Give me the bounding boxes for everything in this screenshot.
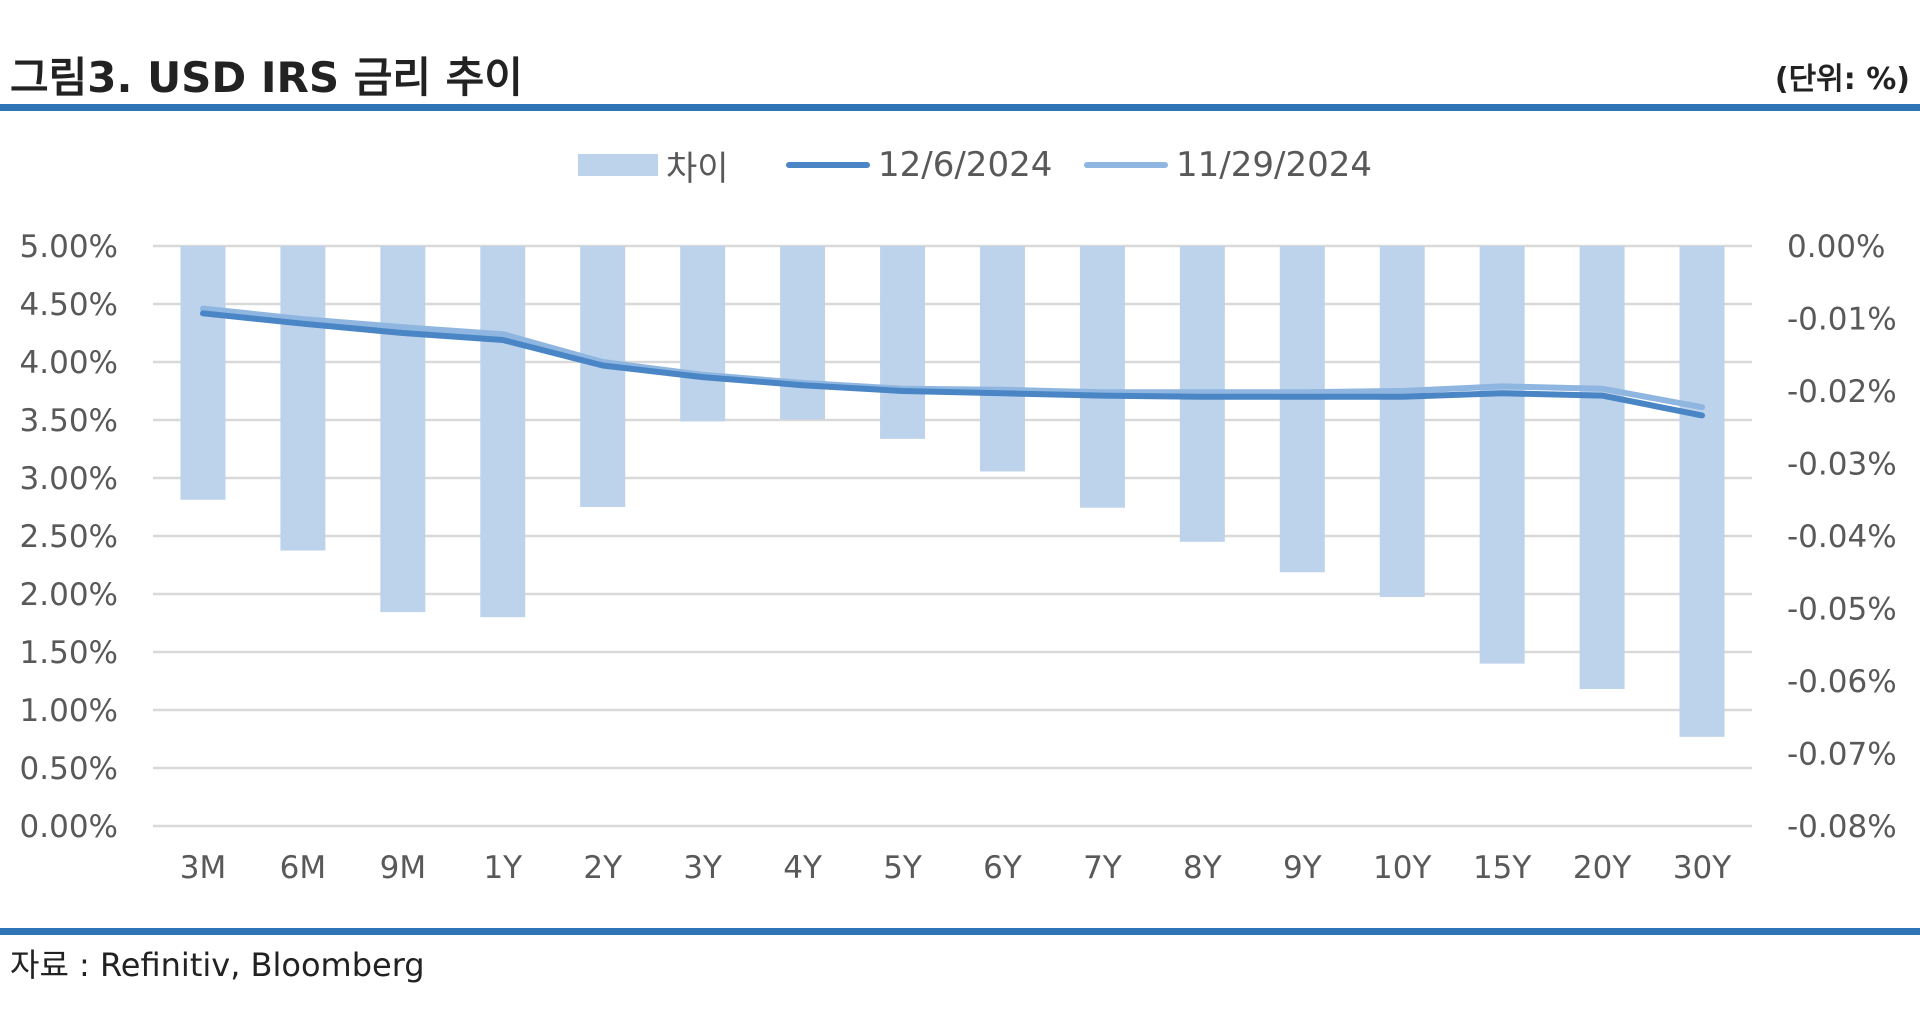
unit-label: (단위: %) — [1774, 62, 1910, 97]
y-left-tick-label: 3.50% — [20, 403, 118, 439]
x-tick-label: 7Y — [1083, 850, 1122, 886]
x-tick-label: 6M — [280, 850, 326, 886]
legend-swatch-line-1129 — [1084, 162, 1168, 168]
bar — [580, 246, 626, 507]
bar — [780, 246, 826, 420]
x-tick-label: 9M — [380, 850, 426, 886]
y-right-tick-label: -0.03% — [1787, 447, 1897, 483]
x-tick-label: 6Y — [983, 850, 1022, 886]
y-left-tick-label: 0.00% — [20, 809, 118, 845]
y-left-tick-label: 5.00% — [20, 229, 118, 265]
header-rule — [0, 104, 1920, 111]
y-right-tick-label: -0.05% — [1787, 592, 1897, 628]
x-tick-label: 8Y — [1183, 850, 1222, 886]
bar — [979, 246, 1025, 472]
legend-swatch-line-1206 — [786, 162, 870, 168]
bar — [380, 246, 426, 613]
x-tick-label: 30Y — [1673, 850, 1731, 886]
y-left-tick-label: 2.00% — [20, 577, 118, 613]
y-left-tick-label: 1.50% — [20, 635, 118, 671]
y-left-tick-label: 4.00% — [20, 345, 118, 381]
y-right-tick-label: -0.07% — [1787, 737, 1897, 773]
x-tick-label: 15Y — [1473, 850, 1531, 886]
legend-label-diff: 차이 — [666, 148, 729, 189]
y-left-tick-label: 0.50% — [20, 751, 118, 787]
legend-item-diff: 차이 — [578, 140, 729, 190]
legend-label-1129: 11/29/2024 — [1176, 145, 1372, 185]
y-right-tick-label: -0.01% — [1787, 302, 1897, 338]
y-left-tick-label: 4.50% — [20, 287, 118, 323]
y-right-tick-label: -0.02% — [1787, 374, 1897, 410]
line-series-12-6-2024 — [200, 310, 1705, 419]
legend-item-1206: 12/6/2024 — [786, 140, 1052, 190]
y-left-tick-label: 2.50% — [20, 519, 118, 555]
bar — [1479, 246, 1525, 664]
bar — [880, 246, 926, 439]
y-right-tick-label: -0.04% — [1787, 519, 1897, 555]
x-tick-label: 4Y — [783, 850, 822, 886]
x-tick-label: 9Y — [1283, 850, 1322, 886]
x-tick-label: 10Y — [1373, 850, 1431, 886]
chart-title: 그림3. USD IRS 금리 추이 — [10, 53, 523, 102]
x-tick-label: 3Y — [683, 850, 722, 886]
bar — [480, 246, 526, 618]
y-left-tick-label: 1.00% — [20, 693, 118, 729]
y-right-tick-label: -0.08% — [1787, 809, 1897, 845]
bar — [1679, 246, 1725, 737]
bar — [1279, 246, 1325, 573]
chart-plot: 0.00% 0.50% 1.00% 1.50% 2.00% 2.50% 3.00% 3.50%… — [20, 229, 1897, 886]
bar — [1579, 246, 1625, 689]
legend-label-1206: 12/6/2024 — [878, 145, 1053, 185]
y-left-tick-label: 3.00% — [20, 461, 118, 497]
bar — [280, 246, 326, 551]
bar — [1079, 246, 1125, 508]
legend-item-1129: 11/29/2024 — [1084, 140, 1372, 190]
footer-rule — [0, 928, 1920, 935]
x-tick-label: 2Y — [583, 850, 622, 886]
y-right-tick-label: -0.06% — [1787, 664, 1897, 700]
chart-header: 그림3. USD IRS 금리 추이 (단위: %) — [0, 0, 1920, 110]
legend-swatch-bar — [578, 154, 658, 176]
x-tick-label: 3M — [180, 850, 226, 886]
legend: 차이 12/6/2024 11/29/2024 — [0, 140, 1920, 190]
x-tick-label: 20Y — [1573, 850, 1631, 886]
x-tick-label: 1Y — [483, 850, 522, 886]
bar — [1379, 246, 1425, 597]
y-right-tick-label: 0.00% — [1787, 229, 1885, 265]
source-note: 자료 : Refinitiv, Bloomberg — [10, 946, 425, 984]
bar — [180, 246, 226, 500]
x-tick-label: 5Y — [883, 850, 922, 886]
bar — [680, 246, 726, 422]
